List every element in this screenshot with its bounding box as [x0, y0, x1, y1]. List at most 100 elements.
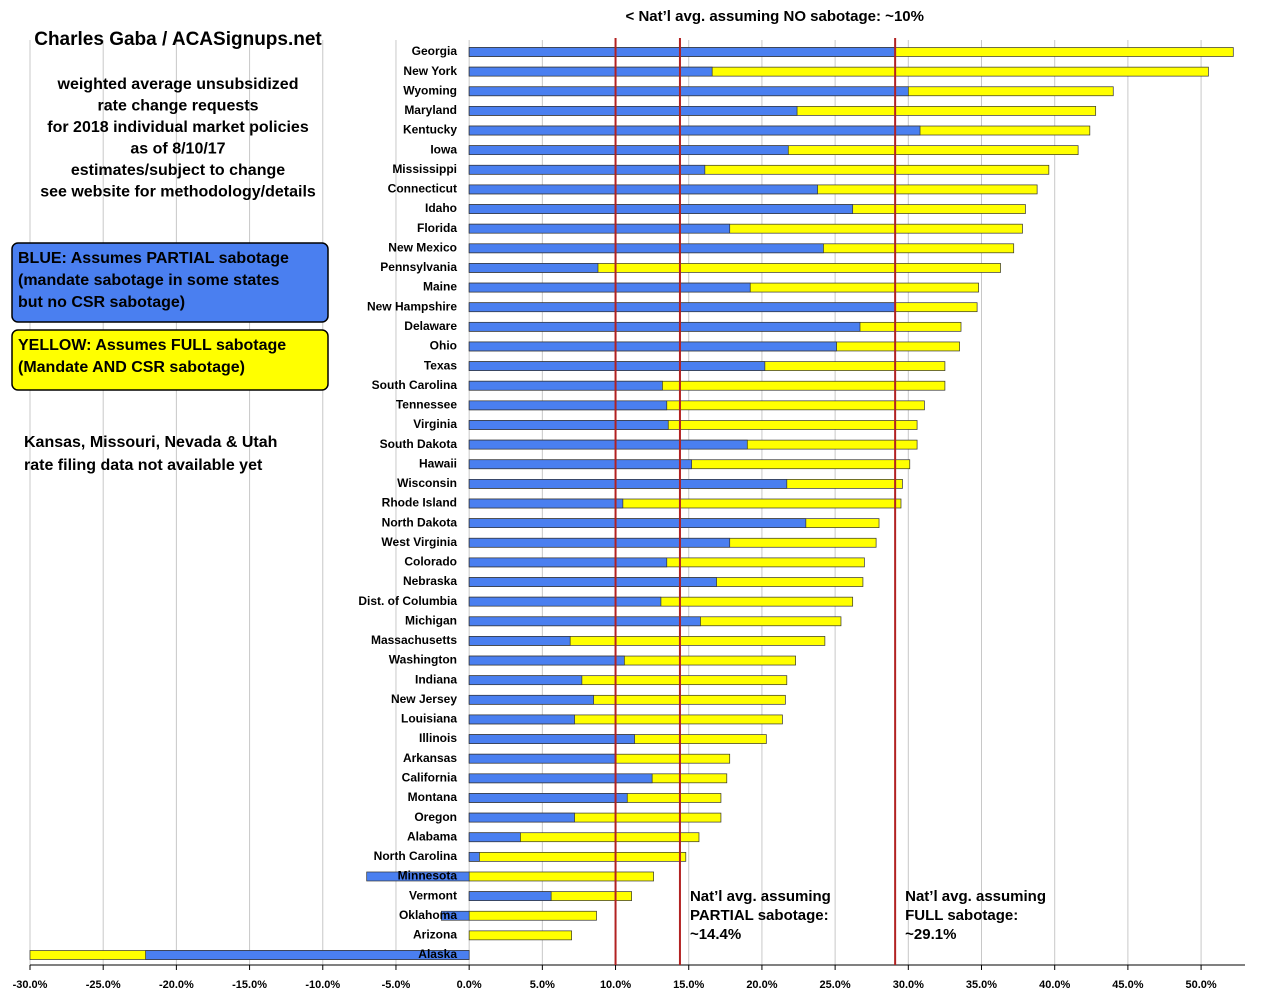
y-tick-label: Tennessee [396, 398, 457, 412]
bar [468, 851, 480, 862]
bar [468, 420, 669, 430]
bar [145, 950, 470, 960]
y-tick-label: Vermont [409, 888, 457, 902]
y-tick-label: Mississippi [392, 162, 457, 176]
y-tick-label: Wisconsin [397, 476, 457, 490]
x-tick-label: 25.0% [820, 979, 851, 991]
x-tick-label: -15.0% [232, 979, 267, 991]
y-tick-label: Dist. of Columbia [358, 594, 457, 608]
y-tick-label: Connecticut [388, 182, 457, 196]
bar [468, 321, 861, 332]
y-tick-label: Rhode Island [382, 496, 457, 510]
bar [468, 910, 597, 921]
x-tick-label: 50.0% [1185, 979, 1216, 991]
bar [468, 832, 521, 843]
y-tick-label: Louisiana [401, 712, 457, 726]
x-tick-label: 20.0% [746, 979, 777, 991]
y-tick-label: Florida [417, 221, 457, 235]
x-tick-label: -25.0% [86, 979, 121, 991]
y-tick-label: Maine [423, 280, 457, 294]
bar [468, 400, 668, 411]
x-tick-label: 40.0% [1039, 979, 1070, 991]
bar [468, 164, 706, 175]
bar [468, 125, 921, 136]
y-tick-label: Arizona [413, 928, 457, 942]
y-tick-label: South Dakota [380, 437, 458, 451]
bar [468, 361, 766, 371]
legend-description: (Mandate AND CSR sabotage) [18, 359, 245, 376]
bar [468, 675, 583, 686]
bar [468, 184, 818, 195]
y-tick-label: Idaho [425, 201, 457, 215]
y-tick-label: Minnesota [398, 869, 458, 883]
bar [468, 557, 668, 568]
y-tick-label: New Jersey [391, 692, 457, 706]
x-tick-label: 45.0% [1112, 979, 1143, 991]
y-tick-label: North Carolina [374, 849, 458, 863]
bar [468, 47, 896, 57]
bar [468, 773, 653, 784]
subtitle: for 2018 individual market policies [47, 119, 309, 136]
bar [468, 263, 599, 273]
y-tick-label: New York [403, 64, 457, 78]
chart-title: Charles Gaba / ACASignups.net [34, 29, 322, 50]
bar [468, 459, 693, 470]
bar [468, 439, 748, 450]
bar [468, 498, 624, 509]
bar [468, 891, 552, 901]
y-tick-label: Texas [424, 358, 457, 372]
bar [468, 282, 751, 293]
y-tick-label: Washington [389, 653, 457, 667]
bar [468, 380, 663, 391]
subtitle: estimates/subject to change [71, 162, 285, 179]
bar [440, 910, 470, 921]
legend-box [11, 329, 329, 391]
bar [468, 243, 824, 254]
bar [468, 518, 807, 528]
bar [468, 812, 575, 823]
y-tick-label: Montana [408, 790, 458, 804]
y-tick-label: Michigan [405, 613, 457, 627]
y-tick-label: Oklahoma [399, 908, 457, 922]
y-tick-label: Massachusetts [371, 633, 457, 647]
bar [468, 341, 837, 352]
y-tick-label: Delaware [404, 319, 457, 333]
bar [366, 871, 470, 882]
y-tick-label: South Carolina [372, 378, 458, 392]
legend-description: (mandate sabotage in some states [18, 272, 280, 289]
bar [468, 930, 572, 941]
y-tick-label: Arkansas [403, 751, 457, 765]
y-tick-label: North Dakota [382, 515, 458, 529]
y-tick-label: Kentucky [403, 123, 457, 137]
y-tick-label: Pennsylvania [380, 260, 457, 274]
y-tick-label: New Mexico [388, 240, 457, 254]
y-tick-label: Ohio [430, 339, 457, 353]
bar [468, 871, 654, 882]
x-tick-label: -10.0% [305, 979, 340, 991]
bar [468, 793, 628, 803]
x-tick-label: 5.0% [530, 979, 555, 991]
y-tick-label: Nebraska [403, 574, 457, 588]
x-tick-label: 0.0% [457, 979, 482, 991]
reference-label: Nat’l avg. assuming [905, 888, 1046, 905]
y-tick-label: Indiana [415, 672, 457, 686]
bar [468, 655, 625, 666]
y-tick-label: New Hampshire [367, 299, 457, 313]
legend-description: but no CSR sabotage) [18, 294, 185, 311]
bar [468, 851, 687, 862]
bar [468, 479, 788, 489]
bar [468, 734, 635, 744]
subtitle: weighted average unsubsidized [57, 76, 299, 93]
x-tick-label: 30.0% [893, 979, 924, 991]
bar [468, 694, 594, 705]
y-tick-label: Virginia [413, 417, 457, 431]
y-tick-label: West Virginia [381, 535, 457, 549]
bar [468, 714, 575, 725]
y-tick-label: Iowa [430, 142, 457, 156]
note: Kansas, Missouri, Nevada & Utah [24, 434, 277, 451]
y-tick-label: Wyoming [403, 83, 457, 97]
x-tick-label: 10.0% [600, 979, 631, 991]
bar [468, 145, 789, 156]
bar [468, 616, 701, 627]
